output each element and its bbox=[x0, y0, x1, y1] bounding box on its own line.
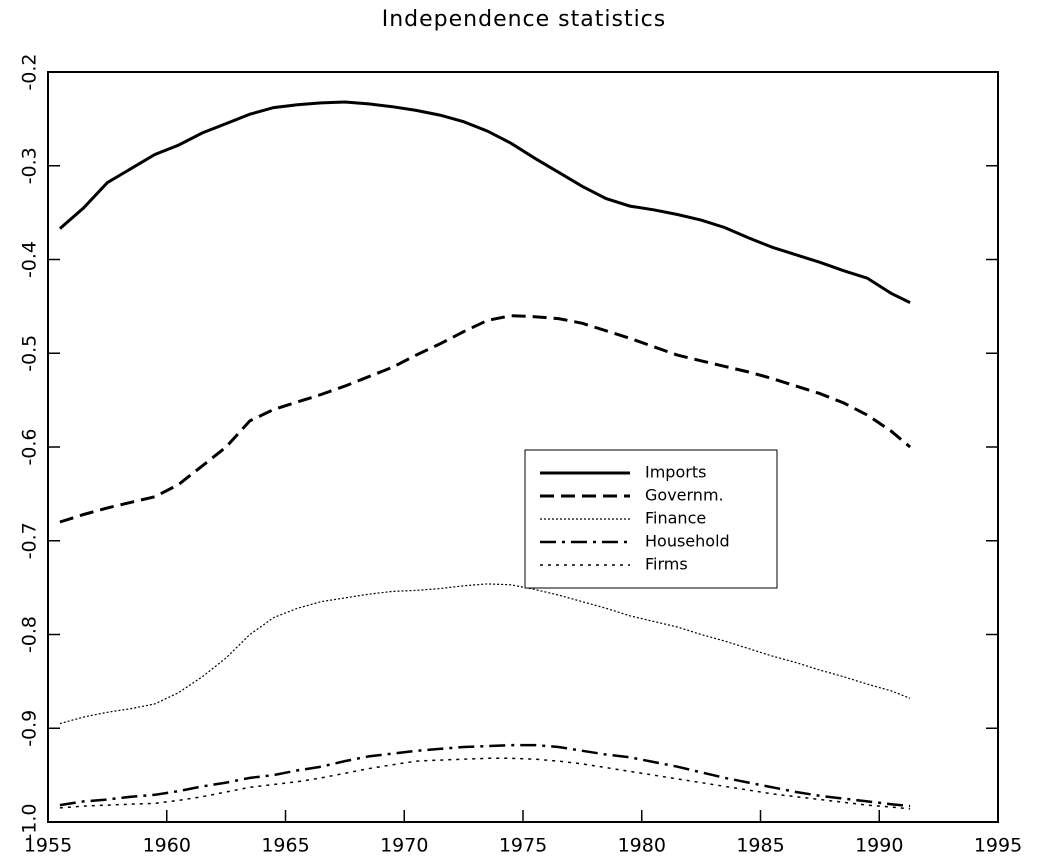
legend-label: Imports bbox=[645, 463, 706, 482]
x-tick-label: 1975 bbox=[499, 835, 547, 857]
legend-label: Finance bbox=[645, 509, 706, 528]
y-tick-label: -0.7 bbox=[19, 522, 41, 559]
y-tick-label: -0.5 bbox=[19, 335, 41, 372]
x-tick-label: 1995 bbox=[974, 835, 1022, 857]
y-tick-label: -0.2 bbox=[19, 53, 41, 90]
legend-label: Firms bbox=[645, 555, 688, 574]
y-tick-label: -0.3 bbox=[19, 147, 41, 184]
x-tick-label: 1965 bbox=[261, 835, 309, 857]
legend-label: Household bbox=[645, 532, 730, 551]
series-line bbox=[58, 100, 911, 304]
series-line bbox=[59, 314, 912, 524]
x-tick-label: 1960 bbox=[143, 835, 191, 857]
series-line bbox=[59, 583, 911, 725]
y-tick-label: -0.6 bbox=[19, 428, 41, 465]
y-tick-label: -0.4 bbox=[19, 241, 41, 278]
x-tick-label: 1970 bbox=[380, 835, 428, 857]
y-tick-label: -1.0 bbox=[19, 803, 41, 840]
plot-frame bbox=[47, 71, 999, 823]
x-tick-label: 1985 bbox=[736, 835, 784, 857]
x-tick-label: 1980 bbox=[618, 835, 666, 857]
x-tick-label: 1990 bbox=[855, 835, 903, 857]
x-tick-label: 1955 bbox=[24, 835, 72, 857]
series-line bbox=[59, 757, 911, 810]
series-line bbox=[59, 743, 911, 808]
y-tick-label: -0.8 bbox=[19, 616, 41, 653]
legend-label: Governm. bbox=[645, 486, 724, 505]
chart-title: Independence statistics bbox=[382, 7, 667, 32]
y-tick-label: -0.9 bbox=[19, 710, 41, 747]
